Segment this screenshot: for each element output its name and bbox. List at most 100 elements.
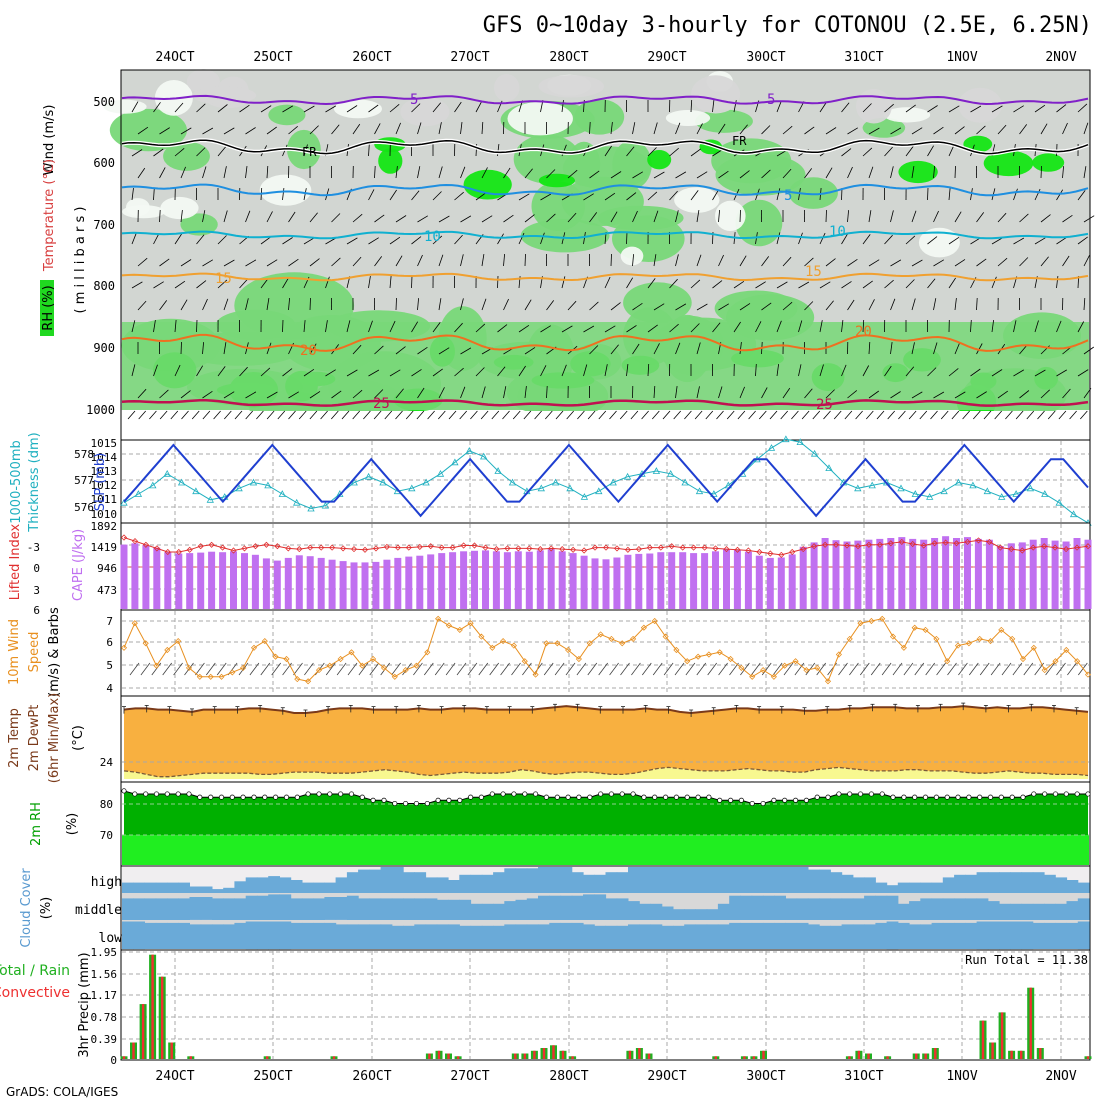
cape-bar xyxy=(230,551,237,609)
wind10-point xyxy=(164,646,171,654)
wind-barb xyxy=(223,259,235,267)
li-point xyxy=(296,546,303,553)
wind-barb xyxy=(712,280,723,289)
ylabel-10m-wind: 10m Wind xyxy=(7,619,22,685)
wind-barb xyxy=(395,215,407,223)
wind-barb xyxy=(159,258,170,267)
wind-barb xyxy=(417,387,425,399)
wind10-barb xyxy=(696,662,707,676)
wind-barb xyxy=(373,410,382,420)
cloud-cell xyxy=(987,921,1000,950)
li-point xyxy=(460,542,467,549)
wind-barb xyxy=(847,390,858,399)
cloud-cell xyxy=(212,924,224,949)
rh2m-point xyxy=(1020,794,1026,800)
pressure-tick: 700 xyxy=(93,218,115,232)
wind10-panel: 7 6 5 4 10m Wind Speed (m/s) & Barbs xyxy=(7,607,1092,697)
wind-barb xyxy=(1040,256,1049,267)
rh2m-point xyxy=(543,794,549,800)
li-point xyxy=(361,546,369,553)
cloud-cell xyxy=(1066,922,1079,949)
wind-barb xyxy=(712,100,715,113)
wind-barb xyxy=(1015,410,1024,420)
wind-barb xyxy=(1056,320,1062,333)
wind-barb xyxy=(911,342,915,355)
cloud-cell xyxy=(144,898,157,920)
wind-barb xyxy=(583,364,588,377)
top-date-label: 26OCT xyxy=(352,50,391,65)
wind-barb xyxy=(137,126,149,135)
ylabel-total-rain: Total / Rain xyxy=(0,963,70,979)
wind-barb xyxy=(583,325,595,333)
li-point xyxy=(471,542,478,549)
wind10-barb xyxy=(947,662,957,676)
wind-barb xyxy=(933,391,945,399)
cloud-cell xyxy=(706,867,719,893)
cloud-cell xyxy=(976,872,989,893)
temp2m-tick: 24 xyxy=(100,756,114,769)
wind-barb xyxy=(395,166,398,179)
wind-barb xyxy=(1069,410,1077,420)
rh2m-point xyxy=(186,791,192,797)
wind-barb xyxy=(884,365,892,377)
wind-barb xyxy=(518,232,525,245)
cloud-cell xyxy=(673,867,685,893)
li-point xyxy=(482,544,489,551)
thickness-point xyxy=(652,467,661,474)
thickness-point xyxy=(408,484,416,492)
wind-barb xyxy=(868,299,875,311)
cloud-cell xyxy=(897,903,910,920)
wind-barb xyxy=(804,168,813,179)
cloud-cell xyxy=(886,921,899,950)
cloud-cell xyxy=(133,921,145,950)
wind-barb xyxy=(761,387,768,399)
cape-bars xyxy=(120,536,1092,609)
cloud-cell xyxy=(200,897,213,920)
wind-barb xyxy=(696,123,703,135)
wind-barb xyxy=(626,277,634,289)
wind-barb xyxy=(1077,321,1085,333)
rh2m-point xyxy=(522,791,528,797)
rh2m-ticks: 80 70 xyxy=(100,798,113,842)
wind-barb xyxy=(844,410,853,420)
wind-barb xyxy=(841,102,850,113)
wind-barb xyxy=(149,410,157,420)
rh2m-point xyxy=(511,791,517,797)
wind-barb xyxy=(497,324,508,333)
li-point xyxy=(263,541,270,548)
rh2m-point xyxy=(1074,791,1080,797)
wind-barb xyxy=(823,410,831,420)
wind-barb xyxy=(994,410,1003,420)
wind10-point xyxy=(1030,644,1037,651)
thickness-point xyxy=(911,490,919,497)
wind-barb xyxy=(933,342,938,355)
wind10-point xyxy=(543,640,550,647)
wind-barb xyxy=(153,281,164,289)
wind-barb xyxy=(217,104,228,113)
wind-barb xyxy=(223,342,227,355)
rh2m-point xyxy=(1085,791,1091,797)
wind-barb xyxy=(948,236,960,245)
rh2m-point xyxy=(240,794,246,800)
wind-barb xyxy=(847,166,853,179)
wind10-point xyxy=(532,671,539,678)
cloud-cell xyxy=(639,867,651,893)
rh2m-point xyxy=(565,794,571,800)
wind-barb xyxy=(475,323,486,333)
wind10-point xyxy=(445,622,452,629)
rh2m-point xyxy=(164,791,170,797)
cloud-cell xyxy=(369,869,382,893)
thickness-point xyxy=(868,481,876,489)
wind-barb xyxy=(1056,189,1064,201)
wind-barb xyxy=(1077,369,1089,377)
wind10-point xyxy=(662,633,669,640)
wind-barb xyxy=(991,105,1003,113)
wind10-point xyxy=(1019,655,1027,663)
li-point xyxy=(690,544,697,551)
wind-barb xyxy=(191,410,200,420)
ylabel-slp: SLP (mb) xyxy=(93,453,108,512)
cloud-cell xyxy=(751,922,764,949)
wind-barb xyxy=(417,254,423,267)
lifted-index-markers xyxy=(120,534,1092,558)
